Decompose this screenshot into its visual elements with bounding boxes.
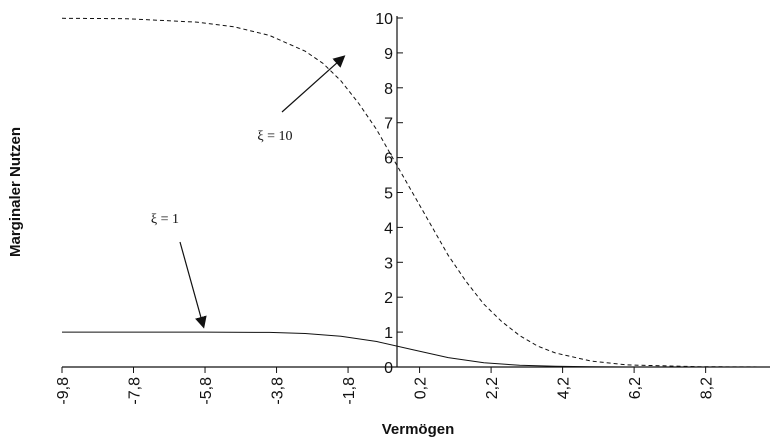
x-tick-label: -1,8 xyxy=(341,377,358,405)
x-tick-label: -9,8 xyxy=(55,377,72,405)
y-tick-label: 0 xyxy=(384,360,393,377)
series-line-xi-10 xyxy=(61,17,771,368)
x-tick-label: 8,2 xyxy=(699,377,716,399)
y-tick-label: 3 xyxy=(384,255,393,272)
y-tick-label: 7 xyxy=(384,116,393,133)
annotation-arrow xyxy=(281,55,346,113)
x-tick-label: 6,2 xyxy=(627,377,644,399)
y-tick-label: 8 xyxy=(384,81,393,98)
y-tick-label: 10 xyxy=(375,11,393,28)
y-tick-label: 2 xyxy=(384,290,393,307)
annotation-label: ξ = 10 xyxy=(257,129,292,144)
x-tick-label: -3,8 xyxy=(270,377,287,405)
y-tick-label: 9 xyxy=(384,46,393,63)
series-line-xi-1 xyxy=(62,331,770,368)
annotation-arrow xyxy=(179,241,207,329)
x-tick-label: 2,2 xyxy=(484,377,501,399)
y-tick-label: 6 xyxy=(384,151,393,168)
x-tick-label: 0,2 xyxy=(413,377,430,399)
x-axis-title: Vermögen xyxy=(382,421,455,438)
x-tick-label: -7,8 xyxy=(127,377,144,405)
x-tick-label: 4,2 xyxy=(556,377,573,399)
y-tick-label: 1 xyxy=(384,325,393,342)
x-tick-label: -5,8 xyxy=(198,377,215,405)
y-tick-label: 4 xyxy=(384,220,393,237)
annotation-label: ξ = 1 xyxy=(151,212,179,227)
y-tick-label: 5 xyxy=(384,186,393,203)
y-axis-title: Marginaler Nutzen xyxy=(7,127,24,257)
